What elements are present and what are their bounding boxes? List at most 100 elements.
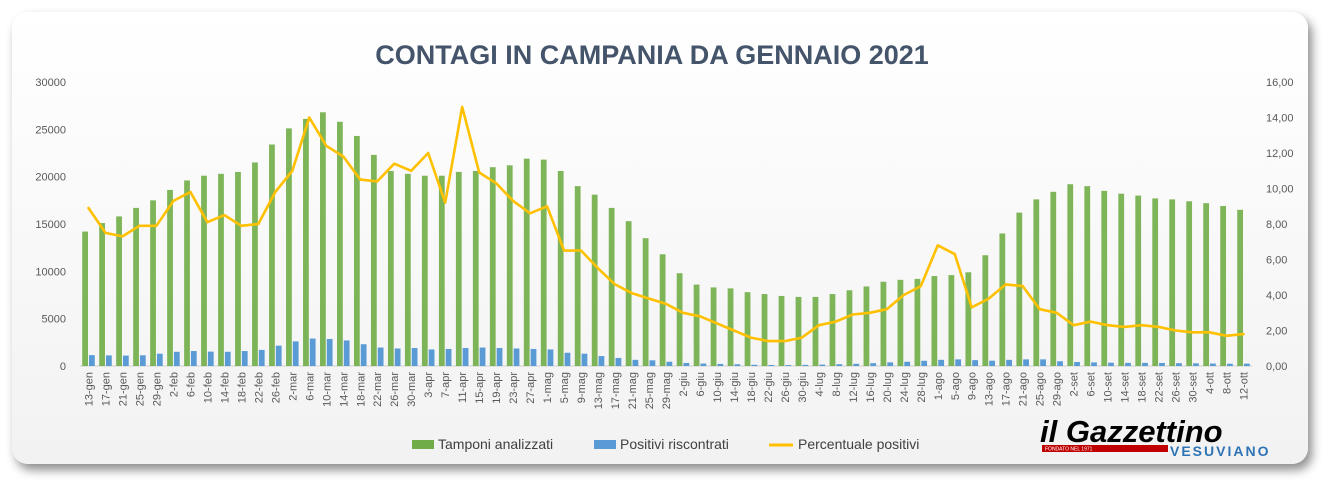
x-tick-label: 21-mag bbox=[627, 372, 639, 409]
bar-tamponi bbox=[387, 170, 394, 366]
bar-tamponi bbox=[591, 194, 598, 366]
bar-tamponi bbox=[880, 281, 887, 366]
x-tick-label: 13-ago bbox=[984, 372, 996, 406]
bar-positivi bbox=[904, 361, 911, 366]
bar-positivi bbox=[853, 363, 860, 366]
x-tick-label: 19-apr bbox=[491, 372, 503, 404]
bar-tamponi bbox=[965, 272, 972, 366]
x-tick-label: 30-mar bbox=[406, 372, 418, 407]
bar-positivi bbox=[479, 347, 486, 366]
x-tick-label: 17-gen bbox=[100, 372, 112, 406]
x-tick-label: 14-giu bbox=[729, 372, 741, 403]
x-tick-label: 26-mar bbox=[389, 372, 401, 407]
y-left-tick-label: 20000 bbox=[35, 172, 66, 184]
series-tamponi bbox=[82, 112, 1244, 366]
x-tick-label: 21-ago bbox=[1018, 372, 1030, 406]
bar-tamponi bbox=[116, 216, 122, 366]
bar-positivi bbox=[190, 351, 197, 366]
bar-tamponi bbox=[1220, 206, 1227, 366]
x-tick-label: 1-mag bbox=[542, 372, 554, 403]
bar-tamponi bbox=[608, 207, 615, 366]
x-tick-label: 9-mag bbox=[576, 372, 588, 403]
x-tick-label: 22-set bbox=[1154, 372, 1166, 403]
bar-positivi bbox=[88, 355, 95, 366]
bar-positivi bbox=[666, 361, 673, 366]
bar-positivi bbox=[819, 364, 826, 366]
x-tick-label: 18-feb bbox=[236, 372, 248, 403]
bar-positivi bbox=[377, 347, 384, 366]
bar-tamponi bbox=[1118, 193, 1125, 366]
bar-positivi bbox=[394, 348, 401, 366]
bar-positivi bbox=[700, 363, 707, 366]
y-left-tick-label: 25000 bbox=[35, 124, 66, 136]
y-left-tick-label: 30000 bbox=[35, 77, 66, 89]
bar-tamponi bbox=[489, 167, 496, 366]
x-tick-label: 18-set bbox=[1137, 372, 1149, 403]
y-left-tick-label: 0 bbox=[60, 361, 66, 373]
x-tick-label: 29-mag bbox=[661, 372, 673, 409]
x-tick-label: 14-feb bbox=[219, 372, 231, 403]
x-tick-label: 6-feb bbox=[185, 372, 197, 397]
bar-positivi bbox=[411, 348, 418, 366]
bar-positivi bbox=[1227, 363, 1233, 366]
bar-positivi bbox=[1210, 363, 1216, 366]
bar-tamponi bbox=[99, 223, 105, 366]
bar-positivi bbox=[649, 360, 656, 366]
x-tick-label: 2-set bbox=[1069, 372, 1081, 396]
bar-tamponi bbox=[761, 294, 768, 366]
bar-tamponi bbox=[320, 112, 326, 366]
bar-positivi bbox=[258, 349, 265, 366]
x-tick-label: 26-giu bbox=[780, 372, 792, 403]
bar-tamponi bbox=[269, 144, 275, 366]
y-right-tick-label: 14,00 bbox=[1266, 113, 1294, 125]
bar-positivi bbox=[921, 360, 928, 366]
bar-tamponi bbox=[1016, 212, 1023, 366]
bar-tamponi bbox=[235, 171, 241, 366]
bar-positivi bbox=[547, 349, 554, 366]
bar-positivi bbox=[1142, 362, 1148, 366]
bar-tamponi bbox=[455, 171, 462, 366]
bar-tamponi bbox=[778, 295, 785, 366]
bar-tamponi bbox=[914, 278, 921, 366]
bar-tamponi bbox=[897, 279, 904, 366]
x-tick-label: 2-feb bbox=[168, 372, 180, 397]
bar-positivi bbox=[632, 359, 639, 366]
series-percentuale bbox=[87, 105, 1245, 343]
x-tick-label: 4-ott bbox=[1205, 372, 1217, 394]
x-tick-label: 30-set bbox=[1188, 372, 1200, 403]
bar-positivi bbox=[241, 351, 248, 366]
bar-positivi bbox=[1074, 362, 1080, 366]
bar-tamponi bbox=[812, 296, 819, 366]
x-tick-label: 25-ago bbox=[1035, 372, 1047, 406]
x-tick-label: 13-mag bbox=[593, 372, 605, 409]
bar-positivi bbox=[105, 355, 112, 366]
bar-tamponi bbox=[82, 231, 88, 366]
bar-positivi bbox=[530, 348, 537, 366]
bar-tamponi bbox=[1050, 191, 1057, 366]
chart-svg: CONTAGI IN CAMPANIA DA GENNAIO 2021 0 500… bbox=[35, 40, 1294, 459]
bar-tamponi bbox=[931, 276, 938, 366]
bar-tamponi bbox=[846, 290, 853, 366]
bar-positivi bbox=[1244, 363, 1250, 366]
x-tick-label: 17-mag bbox=[610, 372, 622, 409]
bar-positivi bbox=[564, 352, 571, 366]
bar-positivi bbox=[292, 341, 299, 366]
x-tick-label: 4-lug bbox=[814, 372, 826, 396]
bar-positivi bbox=[343, 340, 350, 366]
legend-item-positivi: Positivi riscontrati bbox=[594, 436, 729, 452]
bar-positivi bbox=[462, 348, 469, 366]
x-tick-label: 1-ago bbox=[933, 372, 945, 400]
x-tick-label: 16-lug bbox=[865, 372, 877, 403]
bar-tamponi bbox=[1084, 186, 1091, 366]
bar-positivi bbox=[717, 363, 724, 366]
y-right-tick-label: 8,00 bbox=[1266, 219, 1287, 231]
bar-tamponi bbox=[353, 135, 360, 366]
chart-title: CONTAGI IN CAMPANIA DA GENNAIO 2021 bbox=[375, 40, 929, 70]
bar-positivi bbox=[428, 349, 435, 366]
y-right-tick-label: 10,00 bbox=[1266, 184, 1294, 196]
y-right-tick-label: 12,00 bbox=[1266, 148, 1294, 160]
x-tick-label: 23-apr bbox=[508, 372, 520, 404]
y-right-tick-label: 2,00 bbox=[1266, 326, 1287, 338]
bar-positivi bbox=[496, 348, 503, 366]
series-positivi bbox=[88, 338, 1250, 366]
